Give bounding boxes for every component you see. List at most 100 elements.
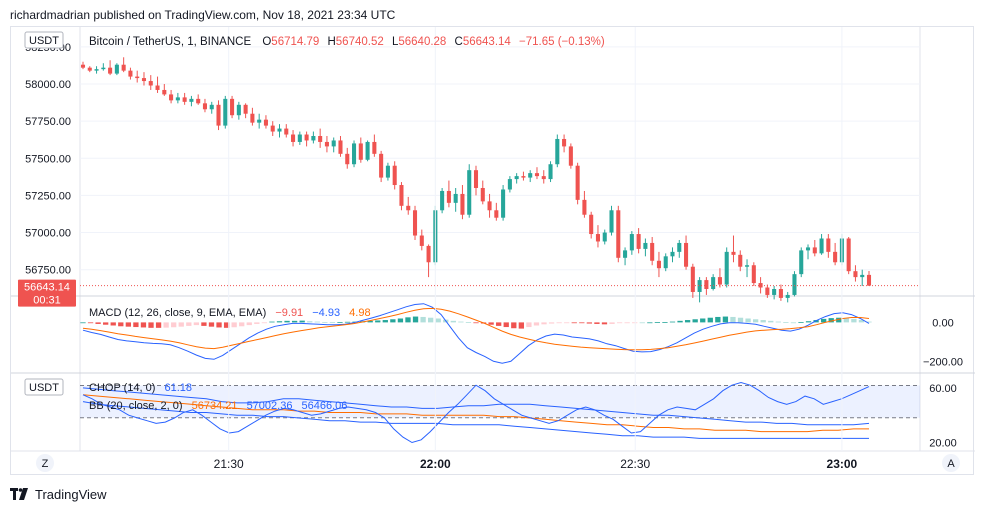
candle-body[interactable] <box>453 193 458 203</box>
candle-body[interactable] <box>534 173 540 177</box>
candle-body[interactable] <box>101 67 106 70</box>
candle-body[interactable] <box>805 247 811 251</box>
candle-body[interactable] <box>772 289 777 295</box>
candle-body[interactable] <box>148 81 153 86</box>
candle-body[interactable] <box>758 283 763 288</box>
candle-body[interactable] <box>202 103 207 110</box>
candle-body[interactable] <box>656 260 661 269</box>
candle-body[interactable] <box>94 69 99 71</box>
candle-body[interactable] <box>372 141 377 154</box>
candle-body[interactable] <box>853 271 858 278</box>
candle-body[interactable] <box>216 104 221 126</box>
candle-body[interactable] <box>196 98 201 104</box>
candle-body[interactable] <box>419 235 424 246</box>
candle-body[interactable] <box>507 179 512 190</box>
candle-body[interactable] <box>494 210 499 218</box>
candle-body[interactable] <box>338 140 343 154</box>
candle-body[interactable] <box>799 250 804 275</box>
currency-badge-chop[interactable]: USDT <box>24 378 64 396</box>
candle-body[interactable] <box>331 140 336 147</box>
candle-body[interactable] <box>277 128 282 132</box>
candle-body[interactable] <box>819 238 824 254</box>
candle-body[interactable] <box>704 280 709 289</box>
candle-body[interactable] <box>392 165 397 186</box>
candle-body[interactable] <box>690 266 695 292</box>
candle-body[interactable] <box>257 119 262 123</box>
candle-body[interactable] <box>684 242 689 267</box>
candle-body[interactable] <box>284 128 289 135</box>
axis-auto-right-button[interactable]: A <box>942 454 960 472</box>
candle-body[interactable] <box>724 251 729 285</box>
candle-body[interactable] <box>230 98 235 116</box>
candle-body[interactable] <box>738 254 743 267</box>
candle-body[interactable] <box>555 138 560 165</box>
candle-body[interactable] <box>223 98 228 126</box>
candle-body[interactable] <box>250 113 255 123</box>
candle-body[interactable] <box>169 94 174 101</box>
candle-body[interactable] <box>473 170 479 188</box>
candle-body[interactable] <box>114 64 119 74</box>
candle-body[interactable] <box>616 210 621 258</box>
candle-body[interactable] <box>209 104 214 110</box>
candle-body[interactable] <box>352 143 357 165</box>
candle-body[interactable] <box>236 104 241 116</box>
candle-body[interactable] <box>135 76 140 79</box>
candle-body[interactable] <box>128 70 133 77</box>
candle-body[interactable] <box>440 190 445 211</box>
candle-body[interactable] <box>426 245 431 263</box>
candle-body[interactable] <box>182 97 187 102</box>
candle-body[interactable] <box>521 176 526 178</box>
candle-body[interactable] <box>812 247 817 254</box>
candle-body[interactable] <box>345 153 350 165</box>
candle-body[interactable] <box>595 234 600 242</box>
candle-body[interactable] <box>297 134 302 142</box>
candle-body[interactable] <box>663 256 668 269</box>
candle-body[interactable] <box>589 214 594 235</box>
candle-body[interactable] <box>121 64 126 71</box>
candle-body[interactable] <box>778 289 783 298</box>
candle-body[interactable] <box>399 185 404 206</box>
candle-body[interactable] <box>412 210 418 236</box>
candle-body[interactable] <box>697 280 702 292</box>
candle-body[interactable] <box>379 153 384 178</box>
candle-body[interactable] <box>263 119 268 126</box>
candle-body[interactable] <box>324 141 329 147</box>
candle-body[interactable] <box>304 134 309 141</box>
candle-body[interactable] <box>751 265 756 284</box>
candle-body[interactable] <box>731 251 736 255</box>
candle-body[interactable] <box>270 125 275 132</box>
chart-frame[interactable]: 58250.0058000.0057750.0057500.0057250.00… <box>10 26 975 476</box>
candle-body[interactable] <box>460 193 465 215</box>
candle-body[interactable] <box>826 238 831 252</box>
candle-body[interactable] <box>846 238 851 272</box>
footer-logo[interactable]: TradingView <box>10 486 107 502</box>
candle-body[interactable] <box>175 97 180 101</box>
candle-body[interactable] <box>602 232 607 242</box>
candle-body[interactable] <box>243 104 248 114</box>
candle-body[interactable] <box>358 143 363 160</box>
candle-body[interactable] <box>446 190 451 203</box>
candle-body[interactable] <box>677 242 682 252</box>
chart-canvas[interactable]: 58250.0058000.0057750.0057500.0057250.00… <box>11 27 975 476</box>
candle-body[interactable] <box>860 274 865 278</box>
candle-body[interactable] <box>189 98 194 102</box>
candle-body[interactable] <box>765 287 770 295</box>
candle-body[interactable] <box>80 64 86 68</box>
candle-body[interactable] <box>87 67 92 71</box>
candle-body[interactable] <box>480 187 485 202</box>
axis-auto-left-button[interactable]: Z <box>36 454 54 472</box>
candle-body[interactable] <box>291 134 296 142</box>
candle-body[interactable] <box>582 199 587 215</box>
candle-body[interactable] <box>650 242 655 261</box>
candle-body[interactable] <box>514 176 519 180</box>
candle-body[interactable] <box>385 165 390 178</box>
candle-body[interactable] <box>528 173 533 178</box>
candle-body[interactable] <box>108 67 113 74</box>
candle-body[interactable] <box>575 165 580 200</box>
candle-body[interactable] <box>311 136 316 141</box>
candle-body[interactable] <box>162 89 167 95</box>
candle-body[interactable] <box>670 251 675 257</box>
candle-body[interactable] <box>866 274 872 286</box>
candle-body[interactable] <box>365 141 370 160</box>
candle-body[interactable] <box>541 176 546 180</box>
